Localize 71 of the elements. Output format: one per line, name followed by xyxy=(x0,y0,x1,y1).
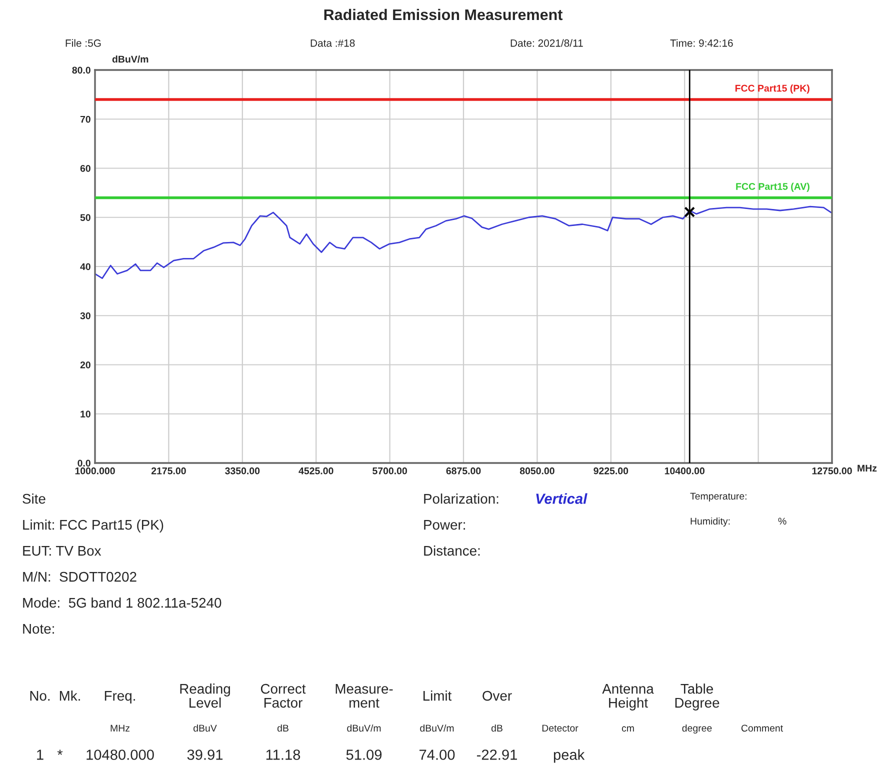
x-tick-label: 9225.00 xyxy=(594,467,628,474)
y-tick-label: 70 xyxy=(80,116,90,123)
y-tick-label: 20 xyxy=(80,361,90,368)
text: Data :#18 xyxy=(310,39,355,47)
text: Limit xyxy=(423,690,452,701)
text: 39.91 xyxy=(187,750,223,760)
text: File :5G xyxy=(66,39,101,47)
text: Mk. xyxy=(60,690,80,701)
y-tick-label: 30 xyxy=(80,312,90,320)
text: Measure- ment xyxy=(336,684,393,708)
text: Site xyxy=(22,494,46,504)
text: 74.00 xyxy=(420,750,455,760)
text: Table Degree xyxy=(675,684,720,710)
y-tick-label: 40 xyxy=(80,263,90,270)
x-tick-label: 10400.00 xyxy=(664,467,704,474)
text: degree xyxy=(682,724,712,734)
text: dB xyxy=(277,724,288,732)
text: Limit: FCC Part15 (PK) xyxy=(23,520,164,532)
text: No. xyxy=(30,691,50,701)
text: EUT: TV Box xyxy=(23,546,102,556)
text: dBuV/m xyxy=(420,724,454,732)
x-tick-label: 4525.00 xyxy=(298,467,334,474)
text: Comment xyxy=(741,724,783,732)
x-tick-label: 12750.00 xyxy=(812,467,852,474)
y-tick-label: 50 xyxy=(80,214,90,221)
text: dBuV/m xyxy=(347,724,381,732)
line-series xyxy=(95,206,832,279)
ref-line-label: FCC Part15 (AV) xyxy=(736,182,810,192)
chart-title: Radiated Emission Measurement xyxy=(324,8,563,20)
text: % xyxy=(778,518,786,525)
y-tick-label: 0.0 xyxy=(78,460,90,467)
x-tick-label: 8050.00 xyxy=(520,467,554,474)
y-axis-title: dBuV/m xyxy=(112,55,148,63)
text: M/N: SDOTT0202 xyxy=(23,572,136,582)
text: Polarization: xyxy=(424,494,498,504)
text: -22.91 xyxy=(476,750,517,760)
text: Mode: 5G band 1 802.11a-5240 xyxy=(23,598,222,608)
y-tick-label: 60 xyxy=(80,164,90,172)
text: Date: 2021/8/11 xyxy=(510,39,583,47)
x-axis-title: MHz xyxy=(858,464,877,472)
text: Time: 9:42:16 xyxy=(670,39,733,47)
text: Freq. xyxy=(104,691,135,704)
text: cm xyxy=(622,726,634,732)
text: Vertical xyxy=(536,493,588,504)
text: * xyxy=(57,750,63,755)
text: Power: xyxy=(424,520,465,530)
x-tick-label: 5700.00 xyxy=(372,467,407,474)
text: 11.18 xyxy=(266,750,300,760)
text: dBuV xyxy=(194,724,217,732)
y-tick-label: 80.0 xyxy=(72,66,90,74)
text: 51.09 xyxy=(346,750,382,760)
text: 1 xyxy=(37,750,44,760)
x-tick-label: 1000.000 xyxy=(75,467,115,474)
text: Correct Factor xyxy=(260,684,306,708)
text: 10480.000 xyxy=(86,750,154,760)
text: dB xyxy=(491,724,502,732)
ref-line-label: FCC Part15 (PK) xyxy=(735,84,810,94)
text: Humidity: xyxy=(690,517,730,527)
x-tick-label: 6875.00 xyxy=(446,467,481,474)
text: Distance: xyxy=(424,546,480,556)
text: Temperature: xyxy=(690,492,746,502)
text: Detector xyxy=(542,724,578,732)
text: Over xyxy=(482,690,512,701)
text: Note: xyxy=(23,624,54,634)
text: Antenna Height xyxy=(602,684,654,710)
x-tick-label: 3350.00 xyxy=(225,467,260,474)
text: Reading Level xyxy=(180,684,230,708)
x-tick-label: 2175.00 xyxy=(151,467,186,474)
text: MHz xyxy=(110,724,130,732)
text: peak xyxy=(554,749,585,763)
y-tick-label: 10 xyxy=(80,410,90,418)
